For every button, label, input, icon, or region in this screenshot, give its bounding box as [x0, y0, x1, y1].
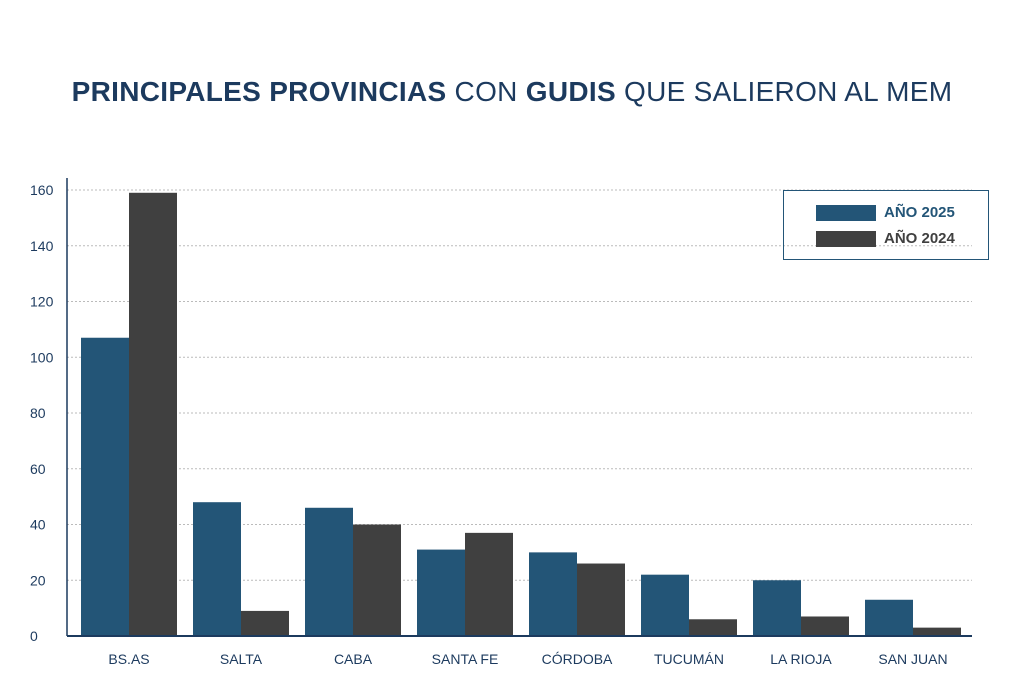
- bar-2024: [465, 532, 513, 636]
- legend-swatch-2025: [816, 204, 876, 221]
- bar-2024: [913, 627, 961, 636]
- title-part-2: CON: [446, 76, 526, 107]
- legend: AÑO 2025 AÑO 2024: [783, 190, 989, 260]
- chart-title: PRINCIPALES PROVINCIAS CON GUDIS QUE SAL…: [0, 76, 1024, 108]
- bar-2025: [81, 337, 129, 636]
- bar-2024: [129, 192, 177, 636]
- legend-label-2024: AÑO 2024: [884, 230, 955, 247]
- y-tick-label: 80: [30, 405, 46, 421]
- bar-2025: [865, 599, 913, 636]
- x-tick-label: CÓRDOBA: [542, 651, 613, 667]
- y-tick-label: 20: [30, 572, 46, 588]
- x-tick-label: SALTA: [220, 651, 263, 667]
- legend-swatch-2024: [816, 230, 876, 247]
- x-tick-label: BS.AS: [108, 651, 149, 667]
- bar-2025: [753, 580, 801, 636]
- x-tick-label: SANTA FE: [432, 651, 499, 667]
- y-tick-label: 100: [30, 349, 54, 365]
- x-tick-label: SAN JUAN: [878, 651, 947, 667]
- bar-2025: [417, 549, 465, 636]
- legend-label-2025: AÑO 2025: [884, 204, 955, 221]
- bar-2025: [641, 574, 689, 636]
- y-tick-label: 160: [30, 182, 54, 198]
- y-tick-label: 60: [30, 461, 46, 477]
- bar-2024: [689, 619, 737, 636]
- title-part-4: QUE SALIERON AL MEM: [615, 76, 953, 107]
- bar-2024: [353, 524, 401, 636]
- legend-item-2025: AÑO 2025: [816, 204, 955, 221]
- x-tick-label: CABA: [334, 651, 373, 667]
- title-part-3: GUDIS: [525, 76, 616, 107]
- bar-2025: [305, 507, 353, 636]
- y-tick-label: 140: [30, 238, 54, 254]
- x-tick-label: LA RIOJA: [770, 651, 832, 667]
- bar-2025: [193, 502, 241, 636]
- bar-2024: [577, 563, 625, 636]
- bar-2024: [801, 616, 849, 636]
- bar-2025: [529, 552, 577, 636]
- bar-2024: [241, 610, 289, 636]
- legend-item-2024: AÑO 2024: [816, 230, 955, 247]
- y-tick-label: 120: [30, 294, 54, 310]
- title-part-1: PRINCIPALES PROVINCIAS: [71, 76, 447, 107]
- y-tick-label: 0: [30, 628, 38, 644]
- y-tick-label: 40: [30, 517, 46, 533]
- x-tick-label: TUCUMÁN: [654, 651, 724, 667]
